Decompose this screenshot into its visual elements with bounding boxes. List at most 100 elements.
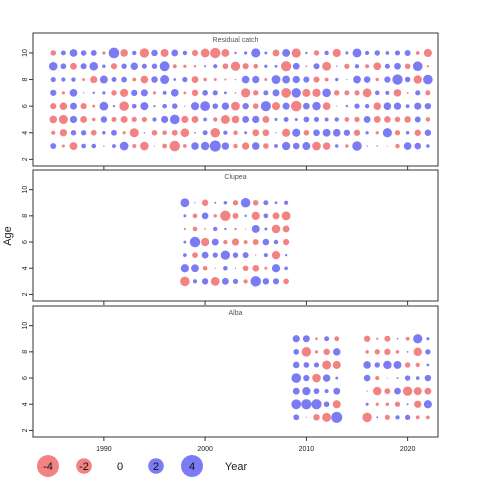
- bubble: [112, 144, 116, 149]
- bubble: [404, 49, 411, 56]
- bubble: [282, 102, 290, 110]
- bubble: [255, 254, 257, 256]
- panel-title: Residual catch: [213, 37, 259, 44]
- bubble: [303, 362, 310, 368]
- bubble: [385, 90, 390, 95]
- bubble: [221, 277, 229, 285]
- bubble: [292, 75, 300, 84]
- bubble: [313, 414, 320, 421]
- bubble: [301, 399, 312, 410]
- bubble: [414, 129, 422, 137]
- panel-clupea: Clupea 2 4 6 8 10: [22, 169, 439, 305]
- bubble: [323, 401, 330, 408]
- bubble: [171, 49, 179, 57]
- bubble: [394, 387, 401, 395]
- bubble: [352, 48, 362, 58]
- bubble: [332, 128, 341, 137]
- bubble: [212, 103, 219, 109]
- bubble: [273, 239, 279, 245]
- bubble: [170, 89, 179, 97]
- bubble: [414, 400, 422, 408]
- bubble: [220, 210, 231, 222]
- bubble: [192, 213, 198, 219]
- bubble: [162, 143, 168, 149]
- bubble: [414, 116, 421, 123]
- bubble: [60, 63, 67, 70]
- bubble: [392, 74, 403, 85]
- bubble: [110, 63, 118, 70]
- bubble: [89, 61, 99, 71]
- bubble: [414, 102, 422, 110]
- bubble: [61, 144, 65, 148]
- legend-label: 0: [117, 461, 123, 473]
- bubble: [322, 142, 331, 150]
- bubble: [129, 128, 139, 138]
- bubble: [404, 63, 411, 69]
- bubble: [140, 102, 149, 111]
- bubble: [284, 253, 288, 257]
- bubble: [365, 50, 370, 56]
- bubble: [200, 101, 211, 112]
- bubble: [290, 100, 302, 112]
- bubble: [305, 51, 308, 55]
- bubble: [180, 198, 190, 208]
- bubble: [242, 116, 250, 123]
- bubble: [82, 78, 86, 82]
- bubble: [162, 130, 167, 136]
- bubble: [224, 78, 227, 81]
- bubble: [99, 101, 109, 111]
- bubble: [82, 92, 85, 94]
- bubble: [242, 63, 249, 70]
- bubble: [373, 386, 382, 396]
- bubble: [383, 360, 392, 370]
- bubble: [252, 264, 260, 272]
- bubble: [204, 228, 207, 230]
- bubble: [172, 103, 178, 109]
- bubble: [366, 145, 368, 147]
- bubble: [100, 116, 108, 123]
- bubble: [323, 348, 330, 356]
- bubble: [232, 200, 239, 206]
- bubble: [363, 335, 371, 342]
- bubble: [384, 76, 391, 83]
- bubble: [253, 90, 259, 96]
- bubble: [343, 129, 351, 136]
- bubble: [363, 374, 371, 382]
- bubble: [375, 402, 379, 406]
- bubble: [140, 141, 149, 151]
- bubble: [71, 77, 76, 82]
- bubble: [302, 335, 310, 343]
- bubble: [311, 399, 322, 410]
- bubble: [232, 212, 239, 219]
- bubble: [365, 64, 370, 69]
- legend-label: -4: [43, 461, 53, 473]
- bubble: [283, 116, 289, 122]
- bubble: [384, 63, 390, 69]
- bubble: [426, 337, 430, 341]
- bubble: [413, 347, 422, 357]
- bubble: [395, 415, 400, 420]
- bubble: [405, 130, 410, 135]
- bubble: [212, 252, 218, 258]
- bubble: [324, 117, 329, 122]
- bubble: [141, 63, 147, 69]
- y-tick-label: 4: [22, 266, 29, 270]
- bubble: [253, 63, 259, 69]
- bubble: [111, 90, 117, 96]
- bubble: [200, 48, 210, 58]
- bubble: [102, 64, 106, 68]
- bubble: [373, 116, 381, 123]
- bubble: [393, 89, 402, 97]
- bubble: [406, 351, 409, 353]
- bubble: [366, 390, 368, 392]
- bubble: [385, 51, 390, 55]
- bubble: [394, 116, 401, 123]
- bubble: [131, 103, 137, 109]
- bubble: [344, 90, 350, 96]
- bubble: [181, 115, 189, 124]
- bubble: [263, 143, 269, 149]
- bubble: [151, 63, 158, 69]
- bubble: [80, 116, 88, 123]
- bubble: [386, 145, 388, 147]
- bubble: [373, 102, 382, 110]
